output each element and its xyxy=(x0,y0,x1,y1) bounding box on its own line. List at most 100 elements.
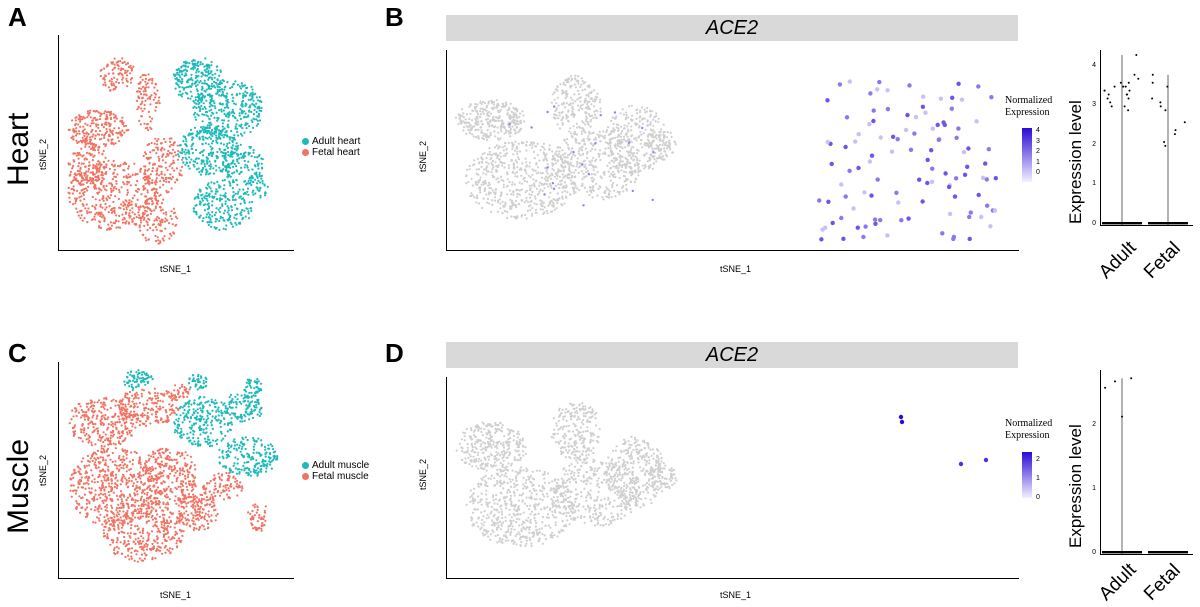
adult-cell-point xyxy=(215,82,218,85)
xlabel-b: tSNE_1 xyxy=(720,264,752,274)
gray-cell-point xyxy=(553,157,556,160)
adult-cell-point xyxy=(209,187,212,190)
gray-cell-point xyxy=(578,188,581,192)
gray-cell-point xyxy=(512,193,515,196)
expressing-cell-point xyxy=(923,110,928,115)
adult-cell-point xyxy=(229,221,232,224)
fetal-cell-point xyxy=(163,235,166,238)
gray-cell-point xyxy=(617,170,620,173)
violin-point xyxy=(1119,81,1122,84)
fetal-cell-point xyxy=(135,451,138,455)
adult-cell-point xyxy=(257,179,260,182)
fetal-cell-point xyxy=(69,170,72,173)
fetal-cell-point xyxy=(77,157,80,160)
gray-cell-point xyxy=(500,178,503,182)
gray-cell-point xyxy=(522,178,525,181)
gray-cell-point xyxy=(639,169,642,172)
gray-cell-point xyxy=(644,111,647,114)
fetal-cell-point xyxy=(80,214,83,217)
expressing-cell-point xyxy=(546,166,549,169)
adult-cell-point xyxy=(223,184,226,187)
gray-cell-point xyxy=(620,132,623,135)
gray-cell-point xyxy=(567,168,571,172)
gray-cell-point xyxy=(546,212,549,215)
fetal-cell-point xyxy=(87,402,90,405)
gray-cell-point xyxy=(476,117,479,120)
gray-cell-point xyxy=(632,159,635,162)
fetal-cell-point xyxy=(104,439,107,442)
expressing-cell-point xyxy=(868,91,873,96)
gray-cell-point xyxy=(557,146,560,149)
adult-cell-point xyxy=(261,166,264,169)
fetal-cell-point xyxy=(87,207,90,210)
gray-cell-point xyxy=(581,103,584,106)
fetal-cell-point xyxy=(99,215,102,218)
adult-cell-point xyxy=(198,216,201,219)
adult-cell-point xyxy=(211,215,214,218)
fetal-cell-point xyxy=(143,224,146,227)
fetal-cell-point xyxy=(100,173,103,177)
fetal-cell-point xyxy=(78,151,81,155)
adult-cell-point xyxy=(227,101,230,104)
fetal-cell-point xyxy=(98,168,101,171)
adult-cell-point xyxy=(256,186,259,189)
gray-cell-point xyxy=(643,143,646,147)
adult-cell-point xyxy=(192,59,195,62)
gray-cell-point xyxy=(653,158,656,161)
adult-cell-point xyxy=(187,150,190,153)
gray-cell-point xyxy=(639,142,642,145)
expressing-cell-point xyxy=(896,200,901,205)
gray-cell-point xyxy=(581,107,584,111)
fetal-cell-point xyxy=(140,115,143,118)
adult-cell-point xyxy=(204,136,207,139)
gray-cell-point xyxy=(534,197,537,200)
fetal-cell-point xyxy=(172,212,175,215)
gray-cell-point xyxy=(607,126,610,129)
gray-cell-point xyxy=(601,196,604,199)
adult-cell-point xyxy=(234,198,237,201)
gray-cell-point xyxy=(549,202,552,205)
fetal-cell-point xyxy=(168,177,172,180)
gray-cell-point xyxy=(588,132,591,135)
adult-cell-point xyxy=(190,73,193,76)
gray-cell-point xyxy=(619,112,622,115)
fetal-cell-point xyxy=(95,211,98,214)
gray-cell-point xyxy=(597,135,601,139)
adult-cell-point xyxy=(228,164,231,167)
expressing-cell-point xyxy=(890,134,896,139)
gray-cell-point xyxy=(584,131,587,134)
expressing-cell-point xyxy=(869,193,874,198)
gray-cell-point xyxy=(613,173,616,176)
gray-cell-point xyxy=(529,176,532,179)
gray-cell-point xyxy=(551,204,554,207)
adult-cell-point xyxy=(226,98,229,101)
gray-cell-point xyxy=(592,89,596,92)
adult-cell-point xyxy=(253,104,256,107)
gray-cell-point xyxy=(614,116,617,120)
gray-cell-point xyxy=(553,113,556,116)
gray-cell-point xyxy=(638,111,642,114)
gray-cell-point xyxy=(510,215,513,218)
fetal-cell-point xyxy=(170,234,173,237)
adult-cell-point xyxy=(231,172,234,175)
expressing-cell-point xyxy=(839,215,844,221)
gray-cell-point xyxy=(590,90,593,93)
expressing-cell-point xyxy=(988,224,993,229)
adult-cell-point xyxy=(189,90,192,93)
gray-cell-point xyxy=(466,126,469,129)
gray-cell-point xyxy=(521,162,524,165)
fetal-cell-point xyxy=(102,401,105,404)
gray-cell-point xyxy=(480,129,483,132)
fetal-cell-point xyxy=(120,408,123,411)
fetal-cell-point xyxy=(117,197,120,201)
fetal-cell-point xyxy=(85,139,88,142)
fetal-cell-point xyxy=(130,429,133,432)
adult-cell-point xyxy=(260,109,263,113)
fetal-cell-point xyxy=(158,165,161,168)
gray-cell-point xyxy=(565,81,569,84)
gray-cell-point xyxy=(569,103,572,106)
fetal-cell-point xyxy=(144,80,147,83)
adult-cell-point xyxy=(221,90,224,93)
gray-cell-point xyxy=(575,122,578,125)
gray-cell-point xyxy=(479,107,482,110)
